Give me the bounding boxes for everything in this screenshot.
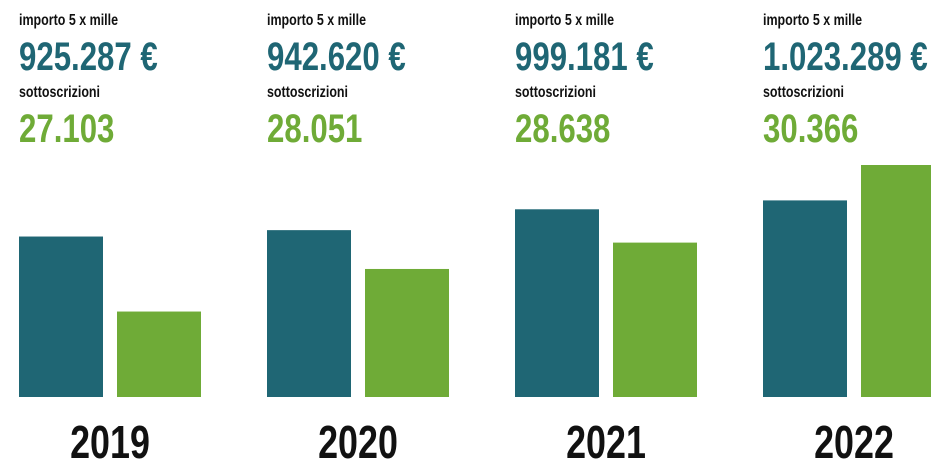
value-label: 30.366 (763, 106, 858, 151)
bar (515, 209, 599, 397)
bar (861, 164, 931, 397)
category-label: 2019 (70, 417, 150, 465)
series-label: importo 5 x mille (515, 12, 614, 30)
bar (613, 242, 697, 397)
value-label: 925.287 € (19, 34, 158, 79)
category-label: 2020 (318, 417, 398, 465)
series-label: importo 5 x mille (267, 12, 366, 30)
series-label: importo 5 x mille (19, 12, 118, 30)
series-label: sottoscrizioni (19, 84, 100, 102)
series-label: importo 5 x mille (763, 12, 862, 30)
value-label: 1.023.289 € (763, 34, 928, 79)
category-label: 2022 (814, 417, 894, 465)
bar (19, 236, 103, 397)
value-label: 27.103 (19, 106, 114, 151)
value-label: 28.638 (515, 106, 610, 151)
bar (117, 311, 201, 397)
value-label: 28.051 (267, 106, 362, 151)
category-label: 2021 (566, 417, 646, 465)
series-label: sottoscrizioni (515, 84, 596, 102)
series-label: sottoscrizioni (763, 84, 844, 102)
value-label: 942.620 € (267, 34, 406, 79)
bar (365, 268, 449, 397)
series-label: sottoscrizioni (267, 84, 348, 102)
value-label: 999.181 € (515, 34, 654, 79)
bar (267, 230, 351, 397)
bar (763, 200, 847, 397)
